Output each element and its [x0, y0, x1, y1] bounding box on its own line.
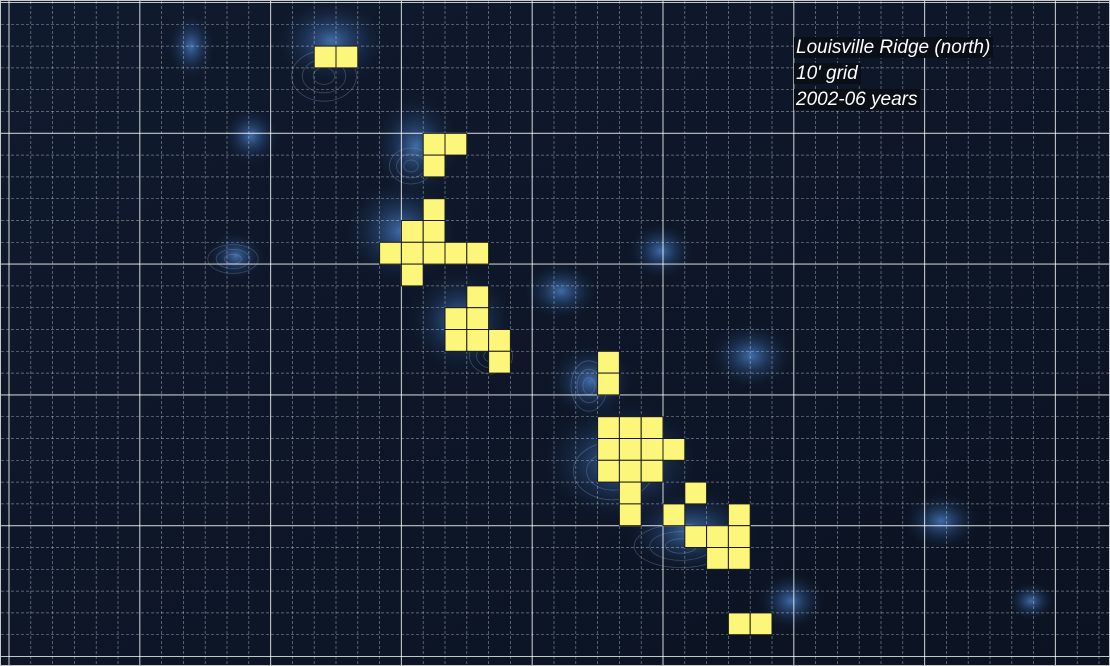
ridge-glow — [521, 261, 601, 321]
occupied-grid-cell[interactable] — [618, 503, 642, 527]
contour-line — [207, 244, 259, 274]
occupied-grid-cell[interactable] — [466, 285, 490, 309]
occupied-grid-cell[interactable] — [727, 612, 751, 636]
occupied-grid-cell[interactable] — [597, 350, 620, 374]
occupied-grid-cell[interactable] — [727, 525, 751, 549]
ridge-glow — [626, 221, 696, 281]
occupied-grid-cell[interactable] — [597, 416, 620, 440]
occupied-grid-cell[interactable] — [444, 307, 468, 331]
occupied-grid-cell[interactable] — [640, 459, 664, 483]
occupied-grid-cell[interactable] — [466, 241, 490, 265]
grid-resolution-label: 10' grid — [794, 63, 861, 84]
occupied-grid-cell[interactable] — [618, 438, 642, 461]
occupied-grid-cell[interactable] — [400, 220, 424, 243]
occupied-grid-cell[interactable] — [618, 459, 642, 483]
occupied-grid-cell[interactable] — [706, 547, 729, 570]
occupied-grid-cell[interactable] — [662, 503, 686, 527]
occupied-grid-cell[interactable] — [706, 525, 729, 549]
ridge-glow — [166, 11, 216, 81]
occupied-grid-cell[interactable] — [466, 329, 490, 352]
occupied-grid-cell[interactable] — [444, 329, 468, 352]
occupied-grid-cell[interactable] — [335, 45, 359, 69]
occupied-grid-cell[interactable] — [400, 263, 424, 287]
occupied-cells — [313, 45, 773, 636]
occupied-grid-cell[interactable] — [444, 241, 468, 265]
map-title: Louisville Ridge (north) — [794, 37, 994, 58]
occupied-grid-cell[interactable] — [684, 525, 708, 549]
occupied-grid-cell[interactable] — [597, 459, 620, 483]
ridge-glow — [206, 231, 266, 281]
occupied-grid-cell[interactable] — [313, 45, 337, 69]
ridge-glow — [706, 321, 796, 391]
occupied-grid-cell[interactable] — [618, 416, 642, 440]
contour-line — [403, 159, 419, 173]
occupied-grid-cell[interactable] — [684, 481, 708, 505]
map-legend: Louisville Ridge (north) 10' grid 2002-0… — [794, 35, 994, 113]
occupied-grid-cell[interactable] — [444, 132, 468, 156]
occupied-grid-cell[interactable] — [488, 329, 511, 352]
occupied-grid-cell[interactable] — [422, 154, 446, 178]
ridge-glow — [756, 571, 826, 631]
occupied-grid-cell[interactable] — [422, 198, 446, 221]
time-period-label: 2002-06 years — [794, 89, 921, 110]
occupied-grid-cell[interactable] — [727, 547, 751, 570]
occupied-grid-cell[interactable] — [597, 438, 620, 461]
occupied-grid-cell[interactable] — [422, 132, 446, 156]
occupied-grid-cell[interactable] — [640, 438, 664, 461]
occupied-grid-cell[interactable] — [640, 416, 664, 440]
occupied-grid-cell[interactable] — [618, 481, 642, 505]
ridge-glow — [1006, 581, 1056, 621]
occupied-grid-cell[interactable] — [379, 241, 402, 265]
occupied-grid-cell[interactable] — [422, 241, 446, 265]
occupied-grid-cell[interactable] — [400, 241, 424, 265]
contour-line — [215, 248, 251, 269]
occupied-grid-cell[interactable] — [422, 220, 446, 243]
occupied-grid-cell[interactable] — [466, 307, 490, 331]
occupied-grid-cell[interactable] — [488, 350, 511, 374]
occupied-grid-cell[interactable] — [749, 612, 773, 636]
occupied-grid-cell[interactable] — [662, 438, 686, 461]
ridge-glow — [901, 491, 981, 551]
occupied-grid-cell[interactable] — [597, 372, 620, 396]
ridge-glow — [221, 106, 281, 166]
occupied-grid-cell[interactable] — [727, 503, 751, 527]
ridge-glow — [271, 1, 391, 86]
